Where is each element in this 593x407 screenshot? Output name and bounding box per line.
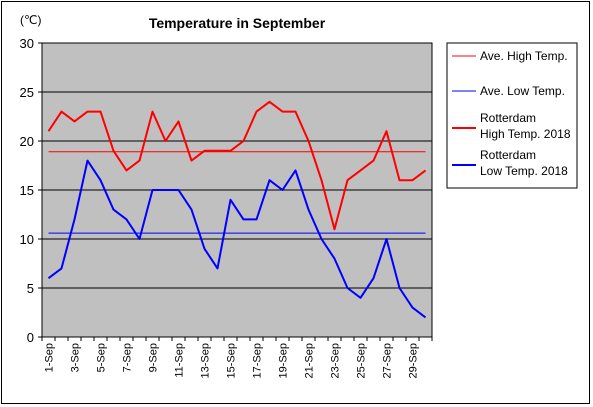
y-tick-label: 20 [20,134,34,149]
y-tick-label: 25 [20,85,34,100]
legend: Ave. High Temp. Ave. Low Temp. Rotterdam Hi… [446,42,578,189]
chart-title: Temperature in September [149,15,326,31]
x-tick-label: 27-Sep [382,343,394,378]
x-tick-label: 21-Sep [304,343,316,378]
x-tick-label: 5-Sep [96,343,108,372]
y-tick-label: 30 [20,36,34,51]
y-axis-ticks: 0 5 10 15 20 25 30 [20,36,42,345]
y-tick-label: 5 [27,281,34,296]
x-tick-label: 13-Sep [200,343,212,378]
y-axis-unit: (℃) [20,13,41,27]
x-tick-label: 1-Sep [44,343,56,372]
legend-label-1: Ave. Low Temp. [480,84,565,98]
x-tick-label: 25-Sep [356,343,368,378]
y-tick-label: 15 [20,183,34,198]
legend-label-0: Ave. High Temp. [480,49,568,63]
y-tick-label: 10 [20,232,34,247]
x-tick-label: 11-Sep [174,343,186,378]
x-tick-label: 17-Sep [252,343,264,378]
y-tick-label: 0 [27,330,34,345]
x-tick-label: 3-Sep [70,343,82,372]
legend-label-3: Rotterdam Low Temp. 2018 [480,148,568,178]
x-tick-label: 7-Sep [122,343,134,372]
legend-label-2: Rotterdam High Temp. 2018 [480,111,571,141]
x-tick-label: 29-Sep [408,343,420,378]
x-tick-label: 23-Sep [330,343,342,378]
series-lines [47,100,427,319]
x-tick-label: 9-Sep [148,343,160,372]
series-line-2 [47,100,427,231]
x-axis-ticks: 1-Sep 3-Sep 5-Sep 7-Sep 9-Sep 11-Sep 13-Sep 15-… [41,337,433,378]
x-tick-label: 15-Sep [226,343,238,378]
x-tick-label: 19-Sep [278,343,290,378]
grid-lines [42,91,432,289]
legend-box [446,42,578,189]
series-line-3 [47,159,427,319]
